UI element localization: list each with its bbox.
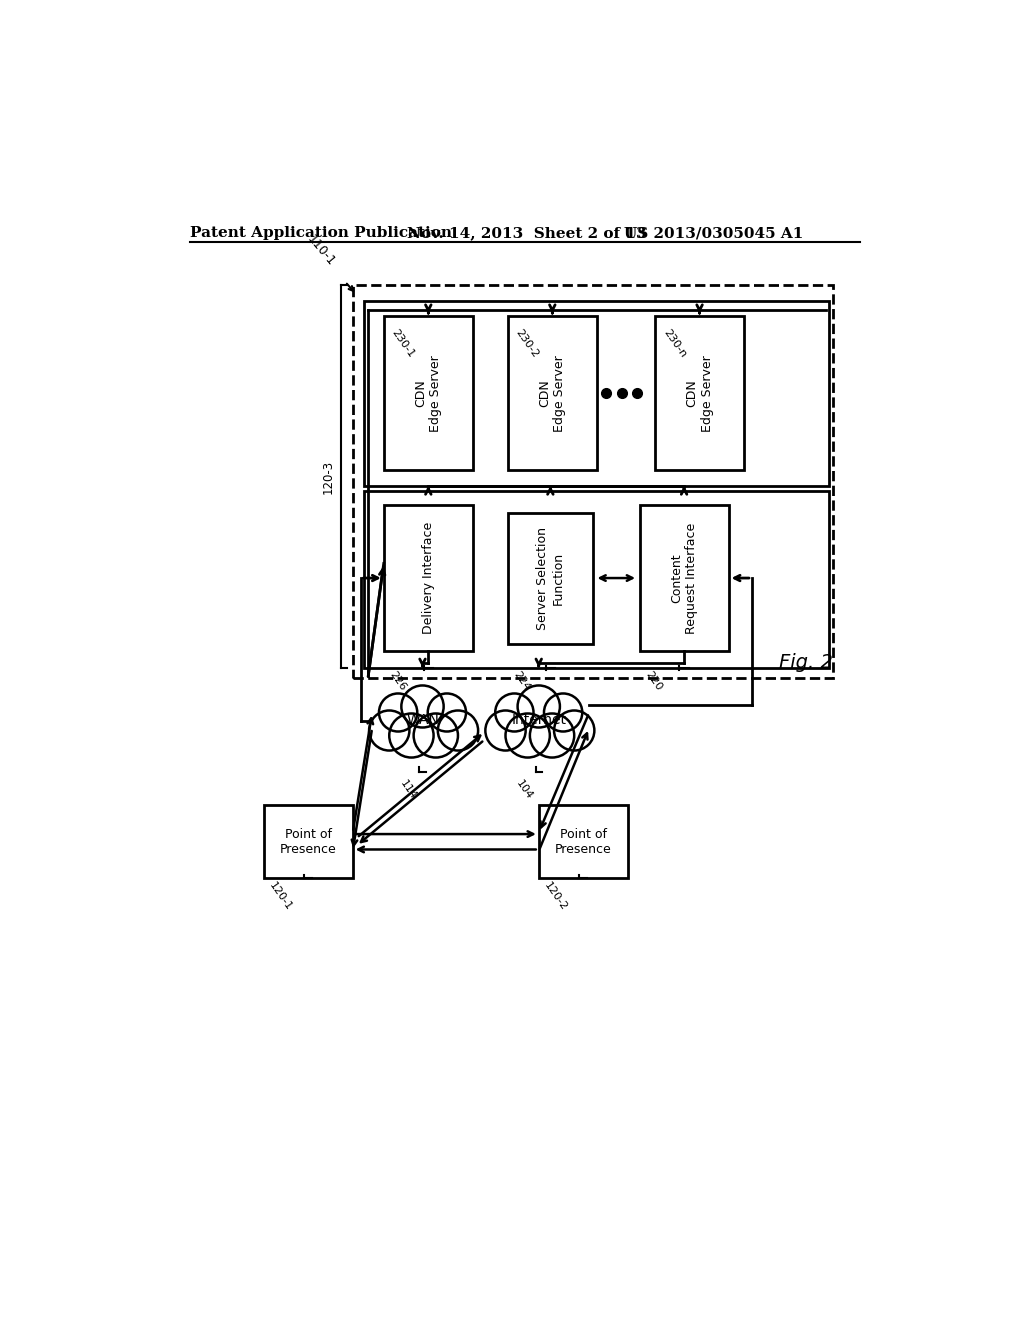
Text: CDN
Edge Server: CDN Edge Server bbox=[415, 355, 442, 432]
Bar bbox=[365, 301, 829, 486]
Bar bbox=[508, 317, 597, 470]
Circle shape bbox=[414, 714, 458, 758]
Text: Point of
Presence: Point of Presence bbox=[555, 828, 611, 855]
Text: 120-1: 120-1 bbox=[267, 880, 294, 912]
Bar bbox=[365, 491, 829, 668]
Text: 104: 104 bbox=[515, 779, 535, 801]
Bar bbox=[539, 805, 628, 878]
Bar bbox=[384, 506, 473, 651]
Bar bbox=[640, 506, 729, 651]
Text: Content
Request Interface: Content Request Interface bbox=[670, 523, 698, 634]
Circle shape bbox=[529, 714, 574, 758]
Circle shape bbox=[389, 714, 433, 758]
Text: US 2013/0305045 A1: US 2013/0305045 A1 bbox=[624, 226, 804, 240]
Text: 114: 114 bbox=[398, 779, 419, 801]
Circle shape bbox=[544, 693, 583, 731]
Text: Delivery Interface: Delivery Interface bbox=[422, 521, 435, 634]
Text: Server Selection
Function: Server Selection Function bbox=[537, 527, 564, 630]
Text: CDN
Edge Server: CDN Edge Server bbox=[685, 355, 714, 432]
Bar bbox=[352, 285, 834, 678]
Text: 224: 224 bbox=[512, 669, 532, 693]
Circle shape bbox=[554, 710, 594, 751]
Text: 230-2: 230-2 bbox=[514, 327, 541, 359]
Text: CDN
Edge Server: CDN Edge Server bbox=[539, 355, 566, 432]
Circle shape bbox=[485, 710, 525, 751]
Text: Point of
Presence: Point of Presence bbox=[280, 828, 337, 855]
Text: Fig. 2: Fig. 2 bbox=[779, 653, 833, 672]
Text: 220: 220 bbox=[643, 669, 664, 693]
Bar bbox=[655, 317, 744, 470]
Bar bbox=[263, 805, 352, 878]
Text: 120-2: 120-2 bbox=[543, 880, 569, 913]
Circle shape bbox=[379, 693, 417, 731]
Text: WAN: WAN bbox=[407, 714, 439, 727]
Circle shape bbox=[428, 693, 466, 731]
Circle shape bbox=[438, 710, 478, 751]
Circle shape bbox=[369, 710, 410, 751]
Text: 226: 226 bbox=[388, 669, 408, 693]
Circle shape bbox=[401, 685, 443, 727]
Circle shape bbox=[506, 714, 550, 758]
Bar bbox=[384, 317, 473, 470]
Bar bbox=[508, 512, 593, 644]
Text: 120-3: 120-3 bbox=[322, 459, 335, 494]
Text: 230-n: 230-n bbox=[662, 327, 688, 359]
Text: 110-1: 110-1 bbox=[304, 232, 337, 268]
Circle shape bbox=[496, 693, 534, 731]
Text: Internet: Internet bbox=[511, 714, 566, 727]
Text: 230-1: 230-1 bbox=[390, 327, 417, 359]
Text: Nov. 14, 2013  Sheet 2 of 13: Nov. 14, 2013 Sheet 2 of 13 bbox=[407, 226, 646, 240]
Text: Patent Application Publication: Patent Application Publication bbox=[190, 226, 452, 240]
Circle shape bbox=[517, 685, 560, 727]
